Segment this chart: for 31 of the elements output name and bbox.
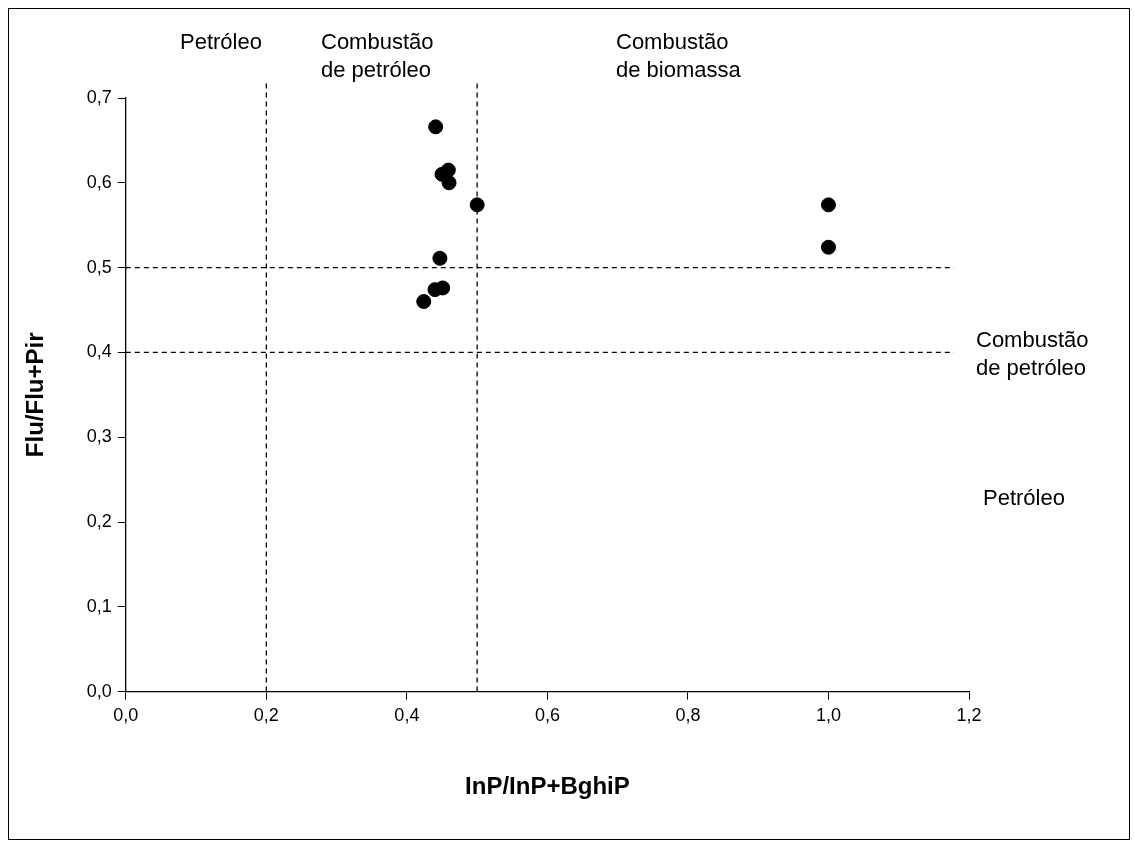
x-tick-label: 0,2 xyxy=(253,705,279,726)
point xyxy=(441,175,457,191)
point xyxy=(435,280,451,296)
x-tick-label: 1,0 xyxy=(815,705,841,726)
y-tick-label: 0,5 xyxy=(86,256,112,277)
text: Petróleo xyxy=(180,28,263,56)
x-tick-label: 1,2 xyxy=(956,705,982,726)
point xyxy=(416,294,432,310)
y-tick-label: 0,3 xyxy=(86,426,112,447)
x-tick-label: 0,0 xyxy=(113,705,139,726)
text: Combustão de petróleo xyxy=(976,326,1090,382)
text: Combustão de biomassa xyxy=(616,28,741,84)
y-tick-label: 0,6 xyxy=(86,171,112,192)
y-tick-label: 0,1 xyxy=(86,595,112,616)
x-axis-title: InP/InP+BghiP xyxy=(465,772,630,800)
y-tick-label: 0,2 xyxy=(86,510,112,531)
point xyxy=(820,239,836,255)
y-tick-label: 0,4 xyxy=(86,341,112,362)
point xyxy=(428,119,444,135)
y-tick-label: 0,7 xyxy=(86,86,112,107)
point xyxy=(440,162,456,178)
y-axis-title: Flu/Flu+Pir xyxy=(21,332,49,458)
x-tick-label: 0,4 xyxy=(394,705,420,726)
point xyxy=(469,197,485,213)
text: Combustão de petróleo xyxy=(321,28,435,84)
point xyxy=(820,197,836,213)
x-tick-label: 0,6 xyxy=(534,705,560,726)
point xyxy=(432,250,448,266)
x-tick-label: 0,8 xyxy=(675,705,701,726)
text: Petróleo xyxy=(983,484,1066,512)
y-tick-label: 0,0 xyxy=(86,680,112,701)
